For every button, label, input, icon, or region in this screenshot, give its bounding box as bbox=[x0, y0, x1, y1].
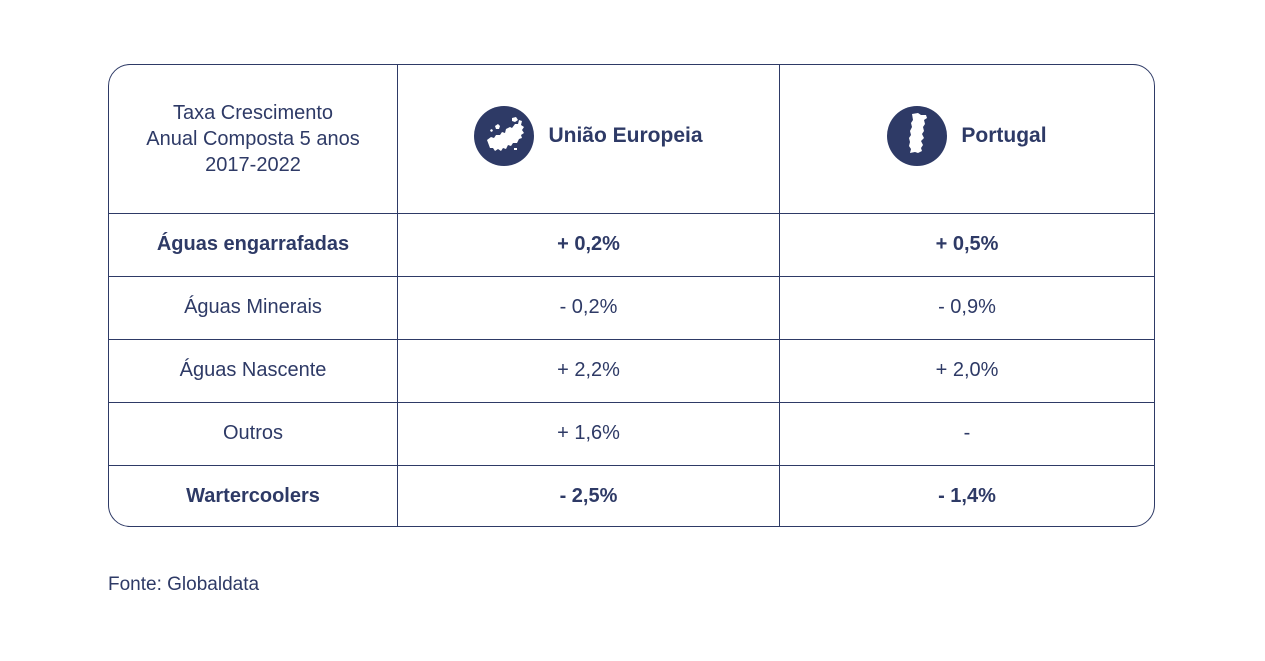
row-label: Águas Minerais bbox=[109, 276, 398, 340]
table-row: Águas engarrafadas + 0,2% + 0,5% bbox=[109, 213, 1154, 277]
table-row: Águas Nascente + 2,2% + 2,0% bbox=[109, 339, 1154, 403]
row-value-pt: - 1,4% bbox=[938, 485, 996, 508]
row-label: Águas engarrafadas bbox=[109, 213, 398, 277]
row-value-eu: - 0,2% bbox=[397, 276, 780, 340]
row-value-eu: - 2,5% bbox=[397, 465, 780, 526]
row-value-pt: + 0,5% bbox=[779, 213, 1154, 277]
portugal-map-icon bbox=[887, 105, 948, 166]
row-label: Wartercoolers bbox=[109, 465, 398, 526]
row-value-eu: + 2,2% bbox=[397, 339, 780, 403]
table-row: Águas Minerais - 0,2% - 0,9% bbox=[109, 276, 1154, 340]
eu-map-icon bbox=[474, 105, 535, 166]
table-row: Outros + 1,6% - bbox=[109, 402, 1154, 466]
table-row: Wartercoolers - 2,5% - 1,4% bbox=[109, 465, 1154, 526]
header-title-line-2: Anual Composta 5 anos bbox=[146, 127, 360, 150]
row-value-pt: - bbox=[779, 402, 1154, 466]
row-value-eu: + 1,6% bbox=[397, 402, 780, 466]
header-title-line-3: 2017-2022 bbox=[205, 153, 301, 176]
growth-table: Taxa Crescimento Anual Composta 5 anos 2… bbox=[108, 64, 1155, 527]
header-title-cell: Taxa Crescimento Anual Composta 5 anos 2… bbox=[109, 65, 398, 214]
row-label: Águas Nascente bbox=[109, 339, 398, 403]
table-header-row: Taxa Crescimento Anual Composta 5 anos 2… bbox=[109, 65, 1154, 214]
header-title-line-1: Taxa Crescimento bbox=[172, 101, 334, 124]
row-value-eu: + 0,2% bbox=[397, 213, 780, 277]
header-pt-label: Portugal bbox=[961, 123, 1047, 147]
header-eu-label: União Europeia bbox=[548, 123, 703, 147]
row-value-pt: - 0,9% bbox=[779, 276, 1154, 340]
header-title: Taxa Crescimento Anual Composta 5 anos 2… bbox=[109, 100, 397, 178]
header-pt-cell: Portugal bbox=[779, 65, 1154, 214]
source-note: Fonte: Globaldata bbox=[108, 574, 260, 595]
row-value-pt: + 2,0% bbox=[779, 339, 1154, 403]
header-eu-cell: União Europeia bbox=[397, 65, 780, 214]
row-label: Outros bbox=[109, 402, 398, 466]
